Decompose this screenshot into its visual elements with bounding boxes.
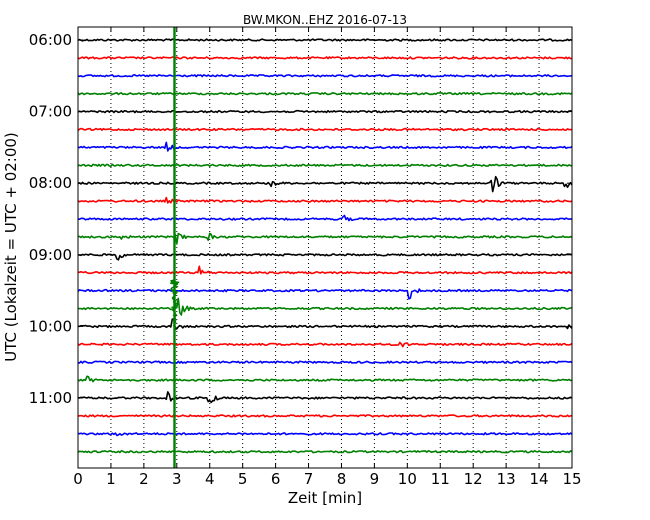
- x-tick-label: 4: [205, 470, 215, 488]
- trace-1030: [77, 360, 573, 364]
- x-tick-label: 7: [304, 470, 314, 488]
- grid-lines: [110, 27, 540, 468]
- x-tick-label: 2: [139, 470, 149, 488]
- x-tick-label: 11: [431, 470, 450, 488]
- x-tick-label: 10: [398, 470, 417, 488]
- trace-0615: [77, 56, 573, 60]
- trace-1000: [77, 318, 573, 331]
- trace-0745: [77, 163, 573, 167]
- trace-0645: [77, 92, 573, 96]
- x-tick-label: 1: [106, 470, 116, 488]
- trace-0830: [77, 214, 573, 222]
- trace-0700: [77, 109, 573, 114]
- y-tick-label: 09:00: [29, 246, 72, 264]
- trace-1115: [77, 414, 572, 418]
- x-tick-label: 14: [530, 470, 549, 488]
- y-axis-ticks: 06:00 07:00 08:00 09:00 10:00 11:00: [29, 31, 572, 407]
- trace-0600: [77, 38, 573, 42]
- signal-annotation: [170, 27, 180, 468]
- x-tick-label: 15: [562, 470, 581, 488]
- trace-0930: [77, 288, 573, 300]
- y-axis-label: UTC (Lokalzeit = UTC + 02:00): [2, 132, 20, 362]
- y-tick-label: 11:00: [29, 389, 72, 407]
- trace-0945: [78, 297, 573, 316]
- trace-0915: [77, 265, 573, 275]
- trace-1145: [77, 450, 573, 454]
- chart-title: BW.MKON..EHZ 2016-07-13: [243, 13, 407, 27]
- y-tick-label: 07:00: [29, 103, 72, 121]
- x-axis-ticks: 0 1 2 3 4 5 6 7 8 9 10 11 12 13 14 15: [73, 27, 582, 488]
- trace-0815: [77, 196, 573, 204]
- x-tick-label: 3: [172, 470, 182, 488]
- x-tick-label: 6: [271, 470, 281, 488]
- y-tick-label: 08:00: [29, 174, 72, 192]
- x-tick-label: 9: [370, 470, 380, 488]
- traces: [77, 38, 573, 454]
- y-tick-label: 10:00: [29, 317, 72, 335]
- trace-1100: [77, 391, 573, 404]
- trace-0630: [77, 74, 573, 78]
- x-tick-label: 5: [238, 470, 248, 488]
- y-tick-label: 06:00: [29, 31, 72, 49]
- trace-0845: [77, 232, 573, 245]
- trace-0900: [78, 253, 573, 261]
- trace-1130: [77, 432, 573, 437]
- trace-0715: [77, 127, 573, 132]
- x-axis-label: Zeit [min]: [288, 489, 362, 507]
- trace-0800: [77, 175, 573, 193]
- x-tick-label: 12: [464, 470, 483, 488]
- trace-1045: [77, 375, 573, 383]
- signal-burst: [170, 279, 180, 328]
- trace-1015: [77, 341, 573, 348]
- x-tick-label: 13: [497, 470, 516, 488]
- plot-frame: [77, 26, 573, 469]
- trace-0730: [77, 141, 573, 152]
- x-tick-label: 0: [73, 470, 83, 488]
- x-tick-label: 8: [337, 470, 347, 488]
